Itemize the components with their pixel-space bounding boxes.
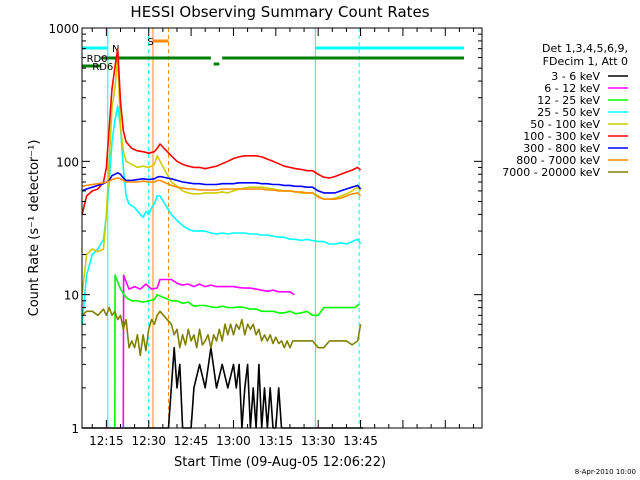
legend-label-0: 3 - 6 keV xyxy=(551,70,600,83)
x-tick-label: 12:30 xyxy=(131,434,166,448)
x-tick-label: 12:45 xyxy=(174,434,209,448)
x-tick-label: 13:30 xyxy=(301,434,336,448)
series-line-6 xyxy=(81,172,362,194)
x-tick-label: 13:00 xyxy=(216,434,251,448)
x-tick-label: 12:15 xyxy=(89,434,124,448)
y-tick-label: 100 xyxy=(56,155,79,169)
x-tick-label: 13:15 xyxy=(259,434,294,448)
legend-header-line-2: FDecim 1, Att 0 xyxy=(543,55,628,68)
legend-label-2: 12 - 25 keV xyxy=(537,94,600,107)
y-tick-label: 1000 xyxy=(48,22,79,36)
y-axis-label: Count Rate (s⁻¹ detector⁻¹) xyxy=(27,140,42,317)
series-line-7 xyxy=(81,177,362,200)
x-tick-label: 13:45 xyxy=(343,434,378,448)
legend-label-4: 50 - 100 keV xyxy=(530,118,600,131)
rd0-state-label: RD0 xyxy=(87,54,108,65)
rd6-state-label: RD6 xyxy=(92,62,113,73)
series-line-2 xyxy=(114,274,360,429)
legend-header-line-1: Det 1,3,4,5,6,9, xyxy=(542,42,628,55)
chart-title: HESSI Observing Summary Count Rates xyxy=(130,3,429,21)
series-line-1 xyxy=(122,274,295,429)
series-line-8 xyxy=(81,306,362,357)
legend-label-5: 100 - 300 keV xyxy=(523,130,600,143)
legend-label-8: 7000 - 20000 keV xyxy=(502,166,600,179)
axes: 1 10 100 1000 12:15 12:30 12:45 13:00 13:15 13:30… xyxy=(48,22,483,448)
legend-label-7: 800 - 7000 keV xyxy=(516,154,600,167)
timestamp: 8-Apr-2010 10:00 xyxy=(575,468,636,476)
legend: Det 1,3,4,5,6,9, FDecim 1, Att 0 3 - 6 k… xyxy=(502,42,628,179)
series-line-5 xyxy=(81,47,362,215)
x-axis-label: Start Time (09-Aug-05 12:06:22) xyxy=(174,455,386,470)
y-tick-label: 10 xyxy=(64,289,79,303)
legend-label-6: 300 - 800 keV xyxy=(523,142,600,155)
plot-frame xyxy=(81,27,483,429)
s-state-label: S xyxy=(147,37,153,48)
legend-label-3: 25 - 50 keV xyxy=(537,106,600,119)
y-tick-label: 1 xyxy=(71,422,79,436)
legend-label-1: 6 - 12 keV xyxy=(544,82,600,95)
n-state-label: N xyxy=(112,44,119,55)
